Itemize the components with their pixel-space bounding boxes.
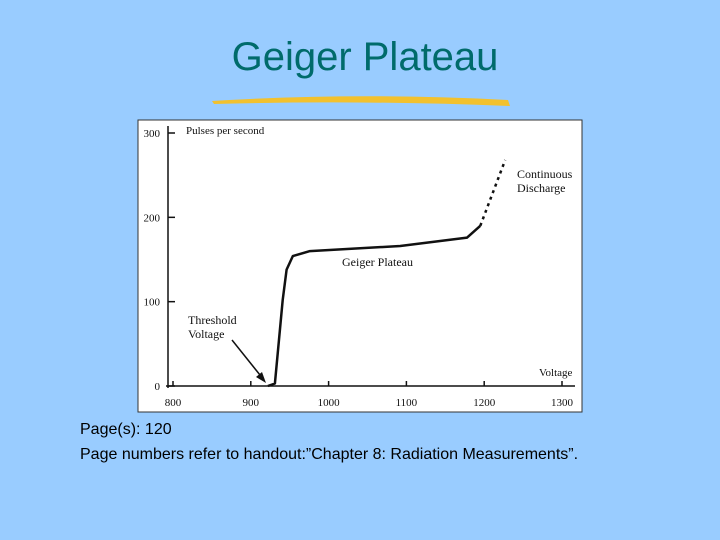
annotation: Threshold Voltage — [188, 313, 237, 341]
x-tick-label: 1000 — [318, 397, 341, 409]
note: Page(s): 120 — [80, 421, 172, 438]
y-axis-label: Pulses per second — [186, 125, 265, 137]
x-tick-label: 900 — [243, 397, 260, 409]
annotation: Continuous Discharge — [517, 167, 573, 195]
line — [267, 224, 482, 388]
y-tick-label: 100 — [144, 297, 161, 309]
x-axis-label: Voltage — [539, 367, 573, 379]
title-underline — [212, 96, 510, 106]
y-tick-label: 200 — [144, 212, 161, 224]
x-tick-label: 1200 — [473, 397, 496, 409]
dashed-line — [479, 159, 507, 227]
plot: 0 100 200 300 800 900 1000 1100 1200 1300 Pulses p… — [144, 125, 575, 409]
x-tick-label: 1300 — [551, 397, 574, 409]
y-tick-label: 0 — [155, 381, 161, 393]
y-tick-label: 300 — [144, 128, 161, 140]
slide-title: Geiger Plateau — [232, 35, 499, 79]
annotation-arrow — [231, 339, 265, 381]
annotation: Geiger Plateau — [342, 255, 413, 269]
note: Page numbers refer to handout:”Chapter 8… — [80, 446, 578, 463]
x-tick-label: 800 — [165, 397, 182, 409]
x-tick-label: 1100 — [396, 397, 418, 409]
chart-frame — [137, 119, 583, 413]
annotation-arrowhead — [256, 372, 266, 383]
